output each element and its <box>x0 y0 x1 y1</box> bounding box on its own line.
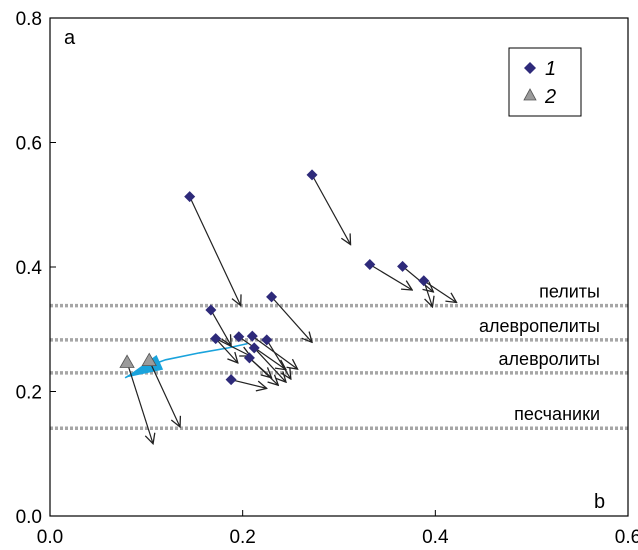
series-1-point <box>364 259 376 271</box>
reference-line-labels: пелиты алевропелиты алевролиты песчаники <box>475 281 603 425</box>
series-1-point <box>210 333 222 345</box>
reference-line-label-bg <box>495 348 603 369</box>
shift-arrow <box>423 280 433 307</box>
series-1-point <box>266 291 278 303</box>
legend-marker-series-1 <box>524 62 536 74</box>
x-tick-label: 0.2 <box>229 527 255 548</box>
series-1-point <box>243 352 255 364</box>
reference-line-label: алевролиты <box>499 349 600 369</box>
shift-arrow <box>253 347 286 382</box>
shift-arrow <box>215 338 238 363</box>
reference-line-label-bg <box>475 315 603 336</box>
series-1-point <box>225 374 237 386</box>
x-axis-label: b <box>594 491 605 513</box>
series-1-point <box>248 342 260 354</box>
y-tick-label: 0.6 <box>16 134 42 155</box>
reference-line-label-bg <box>511 404 603 425</box>
y-tick-label: 0.2 <box>16 383 42 404</box>
legend: 1 2 <box>508 47 582 117</box>
series-2-point <box>141 352 157 367</box>
reference-line-label: алевропелиты <box>479 316 600 336</box>
reference-line-label-bg <box>536 281 603 302</box>
y-axis-ticks: 0.0 0.2 0.4 0.6 0.8 <box>16 9 56 528</box>
y-tick-label: 0.8 <box>16 9 42 30</box>
y-tick-label: 0.0 <box>16 507 42 528</box>
shift-arrow <box>369 263 412 291</box>
shift-arrow <box>402 265 434 292</box>
reference-line-label: пелиты <box>539 282 600 302</box>
x-tick-label: 0.4 <box>422 527 449 548</box>
shift-arrow <box>210 309 231 345</box>
series-1-point <box>397 260 409 272</box>
y-tick-label: 0.4 <box>16 258 43 279</box>
series-1-point <box>418 275 430 287</box>
legend-marker-series-2 <box>523 88 537 101</box>
shift-arrow <box>311 174 351 245</box>
x-tick-label: 0.0 <box>37 527 63 548</box>
series-1-point <box>205 304 217 316</box>
shift-arrow <box>423 280 457 303</box>
legend-label-series-1: 1 <box>545 58 556 80</box>
shift-arrow <box>249 357 271 378</box>
reference-line-label: песчаники <box>514 404 600 424</box>
shift-arrow <box>230 379 267 389</box>
shift-arrow <box>238 336 286 370</box>
y-axis-label: a <box>64 27 76 49</box>
legend-box <box>508 47 582 117</box>
series-2-point <box>119 354 135 368</box>
shift-arrow <box>189 196 241 306</box>
series-1-point <box>184 191 196 203</box>
data-points <box>119 169 430 386</box>
series-1-point <box>233 331 245 343</box>
series-1-point <box>306 169 318 181</box>
shift-arrow <box>126 362 153 444</box>
shift-arrow <box>271 296 312 342</box>
shift-arrows <box>126 174 457 444</box>
shift-arrow <box>215 338 251 356</box>
legend-label-series-2: 2 <box>544 86 556 108</box>
x-tick-label: 0.6 <box>615 527 638 548</box>
series-1-point <box>246 330 258 342</box>
shift-arrow <box>148 360 180 427</box>
series-1-point <box>261 334 273 346</box>
x-axis-ticks: 0.0 0.2 0.4 0.6 <box>37 510 638 548</box>
